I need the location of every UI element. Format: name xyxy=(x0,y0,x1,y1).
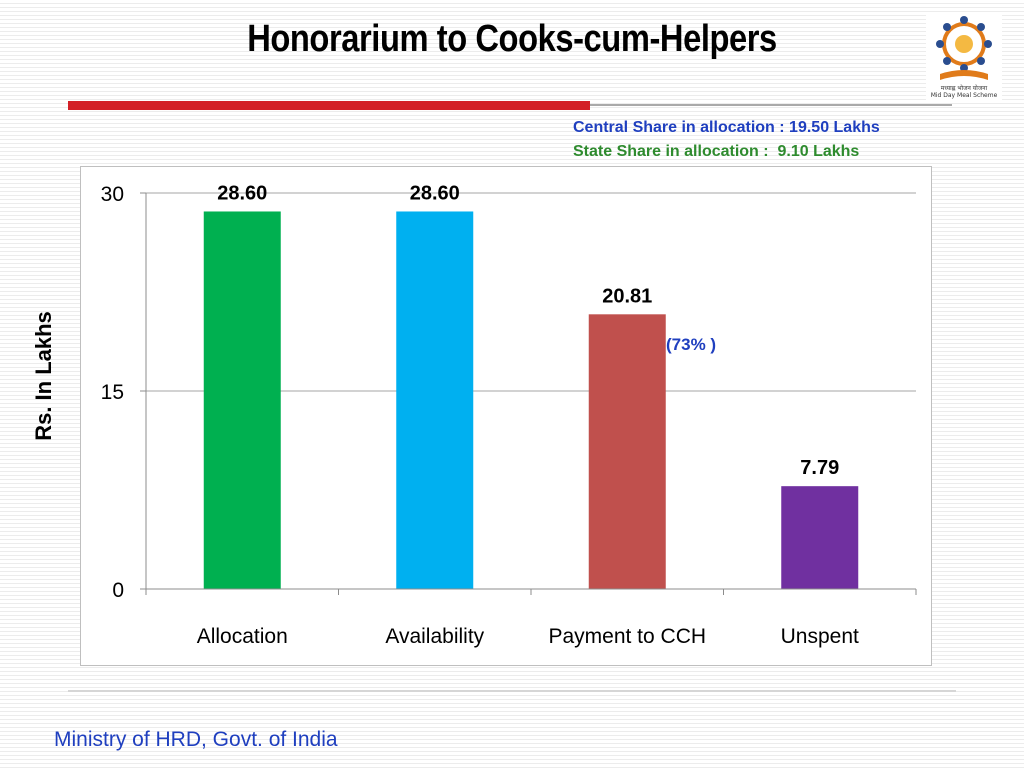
x-tick-label: Payment to CCH xyxy=(548,625,706,648)
slide-title: Honorarium to Cooks-cum-Helpers xyxy=(247,18,777,60)
y-tick-label: 30 xyxy=(101,183,124,206)
bar-value-label: 28.60 xyxy=(217,182,267,204)
logo-english-text: Mid Day Meal Scheme xyxy=(930,92,998,99)
x-axis xyxy=(145,193,917,595)
footer-divider xyxy=(68,690,956,692)
payment-percent-note: (73% ) xyxy=(666,335,717,354)
footer-text: Ministry of HRD, Govt. of India xyxy=(54,728,338,751)
x-axis-labels: Allocation Availability Payment to CCH Unsp… xyxy=(197,625,859,648)
y-axis-ticks: 0 15 30 xyxy=(101,183,146,602)
data-labels: 28.60 28.60 20.81 7.79 xyxy=(217,182,839,479)
bar-allocation xyxy=(203,211,281,590)
x-tick-label: Availability xyxy=(385,625,484,648)
logo-hindi-text: मध्याह्न भोजन योजना xyxy=(940,85,988,92)
y-axis-title: Rs. In Lakhs xyxy=(31,311,56,441)
central-share-text: Central Share in allocation : 19.50 Lakh… xyxy=(573,119,880,136)
state-share-text: State Share in allocation : 9.10 Lakhs xyxy=(573,143,860,160)
bar-value-label: 20.81 xyxy=(602,285,652,307)
x-tick-label: Allocation xyxy=(197,625,288,648)
bar-value-label: 28.60 xyxy=(410,182,460,204)
bar-availability xyxy=(396,211,474,590)
bar-unspent xyxy=(781,486,859,589)
title-underline-red xyxy=(68,101,590,110)
x-tick-label: Unspent xyxy=(781,625,859,648)
logo-emblem-icon xyxy=(936,16,992,80)
y-tick-label: 0 xyxy=(112,579,124,602)
mid-day-meal-logo: मध्याह्न भोजन योजना Mid Day Meal Scheme xyxy=(926,14,1002,102)
title-underline-grey xyxy=(590,104,952,106)
bar-payment-to-cch xyxy=(588,314,666,589)
bar-value-label: 7.79 xyxy=(800,457,839,479)
bars xyxy=(203,211,859,590)
y-tick-label: 15 xyxy=(101,381,124,404)
